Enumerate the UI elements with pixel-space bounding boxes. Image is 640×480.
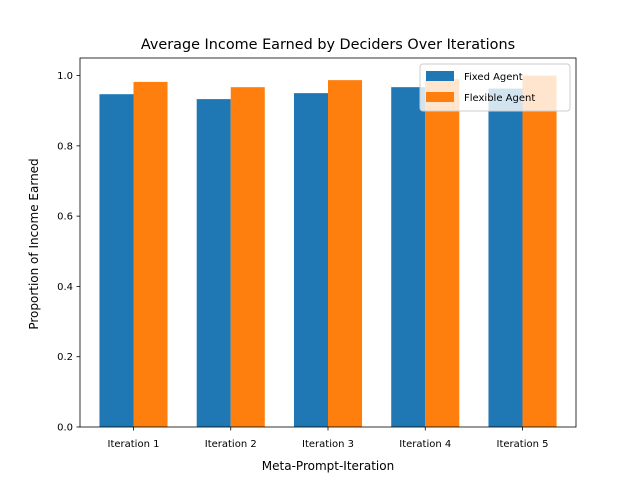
x-tick-label: Iteration 4 bbox=[399, 439, 451, 450]
axes-group: 0.0 0.2 0.4 0.6 0.8 1.0 Iteration 1 Iteration 2… bbox=[57, 57, 577, 450]
bar-flexible-3 bbox=[328, 80, 363, 427]
x-axis-label: Meta-Prompt-Iteration bbox=[262, 459, 394, 473]
legend-label-flexible: Flexible Agent bbox=[464, 93, 535, 104]
bars-group bbox=[99, 75, 557, 428]
legend: Fixed Agent Flexible Agent bbox=[419, 63, 571, 112]
y-tick-label: 0.4 bbox=[57, 282, 73, 293]
bar-fixed-5 bbox=[488, 88, 523, 428]
bar-fixed-1 bbox=[99, 94, 134, 427]
y-tick-label: 0.2 bbox=[57, 352, 73, 363]
legend-label-fixed: Fixed Agent bbox=[464, 72, 523, 83]
legend-swatch-fixed bbox=[426, 71, 454, 81]
legend-swatch-flexible bbox=[426, 92, 454, 102]
chart-title: Average Income Earned by Deciders Over I… bbox=[141, 37, 515, 53]
legend-box bbox=[419, 63, 571, 112]
y-tick-label: 0.6 bbox=[57, 212, 73, 223]
bar-flexible-5 bbox=[522, 75, 557, 428]
bar-fixed-2 bbox=[196, 99, 231, 428]
bar-flexible-2 bbox=[230, 87, 265, 427]
bar-fixed-3 bbox=[293, 93, 328, 428]
y-axis-label: Proportion of Income Earned bbox=[27, 158, 41, 329]
x-tick-label: Iteration 5 bbox=[497, 439, 549, 450]
bar-flexible-1 bbox=[133, 81, 168, 427]
y-tick-label: 0.8 bbox=[57, 141, 73, 152]
x-tick-label: Iteration 1 bbox=[108, 439, 160, 450]
x-tick-label: Iteration 2 bbox=[205, 439, 257, 450]
y-tick-label: 1.0 bbox=[57, 71, 73, 82]
x-tick-label: Iteration 3 bbox=[302, 439, 354, 450]
y-tick-label: 0.0 bbox=[57, 423, 73, 434]
bar-fixed-4 bbox=[391, 87, 426, 427]
bar-flexible-4 bbox=[425, 79, 460, 427]
